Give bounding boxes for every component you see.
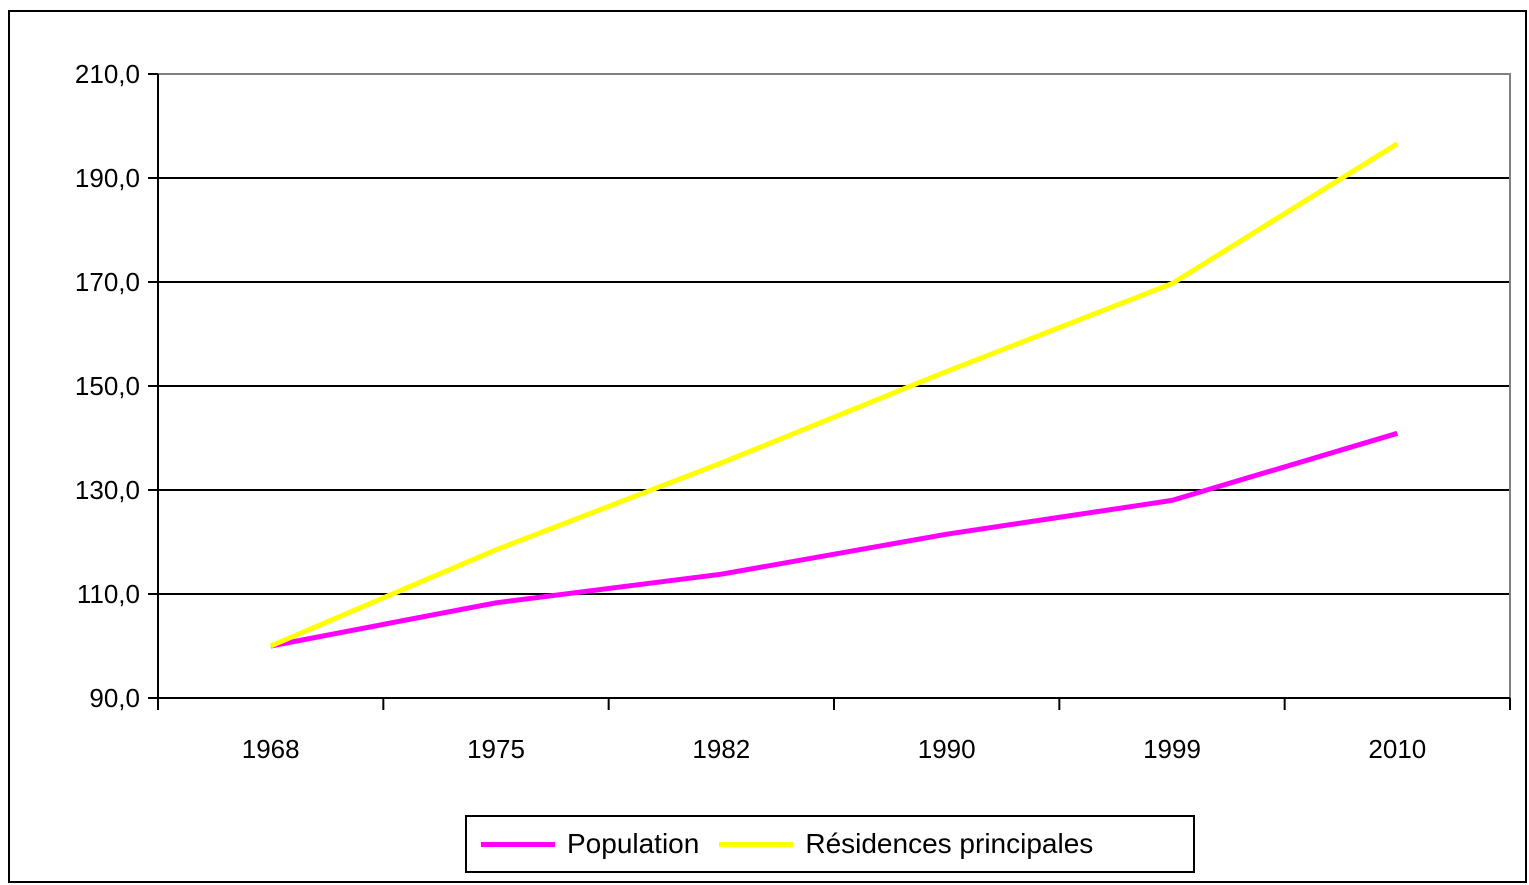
series-line-population: [270, 430, 1399, 649]
x-tick-label: 1975: [467, 734, 525, 764]
x-tick-label: 1982: [692, 734, 750, 764]
legend-label-population: Population: [567, 828, 700, 859]
legend: Population Résidences principales: [465, 815, 1195, 873]
y-tick-label: 90,0: [89, 683, 140, 713]
axes: [148, 73, 1511, 710]
legend-item-population: Population: [481, 828, 699, 860]
tick-labels: 90,0 110,0 130,0 150,0 170,0 190,0 210,0 1968 19…: [75, 59, 1426, 764]
y-tick-label: 110,0: [77, 579, 140, 609]
x-tick-label: 2010: [1368, 734, 1426, 764]
y-tick-label: 150,0: [75, 371, 140, 401]
series-line-residences: [269, 141, 1399, 649]
legend-item-residences: Résidences principales: [719, 828, 1093, 860]
x-tick-label: 1968: [242, 734, 300, 764]
y-tick-label: 190,0: [75, 163, 140, 193]
legend-swatch-population: [481, 841, 555, 847]
legend-swatch-residences: [719, 841, 794, 847]
x-tick-label: 1999: [1143, 734, 1201, 764]
y-tick-label: 210,0: [75, 59, 140, 89]
legend-label-residences: Résidences principales: [805, 828, 1094, 859]
series-lines: [269, 141, 1399, 649]
grid-lines: [158, 177, 1510, 595]
y-tick-label: 170,0: [75, 267, 140, 297]
x-tick-label: 1990: [918, 734, 976, 764]
y-tick-label: 130,0: [75, 475, 140, 505]
